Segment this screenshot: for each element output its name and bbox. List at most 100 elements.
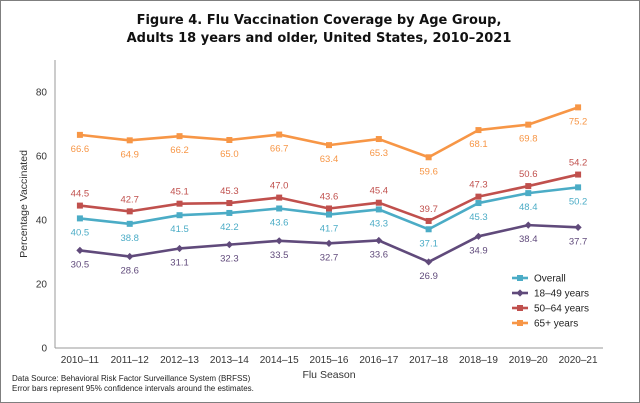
- x-axis-title: Flu Season: [302, 369, 355, 381]
- data-label: 40.5: [71, 227, 90, 238]
- data-point: [425, 226, 432, 233]
- x-tick-label: 2013–14: [210, 355, 249, 366]
- data-point: [475, 200, 482, 207]
- legend-entry-label: 18–49 years: [534, 289, 589, 300]
- data-label: 28.6: [120, 265, 139, 276]
- data-label: 45.3: [469, 212, 488, 223]
- data-label: 38.4: [519, 234, 538, 245]
- data-point: [226, 209, 233, 216]
- data-label: 31.1: [170, 257, 189, 268]
- data-label: 63.4: [320, 154, 339, 165]
- x-tick-label: 2020–21: [559, 355, 598, 366]
- data-point: [475, 193, 482, 200]
- data-point: [225, 241, 233, 249]
- data-point: [76, 131, 83, 138]
- data-point: [326, 211, 332, 218]
- data-label: 64.9: [120, 149, 139, 160]
- legend-entry-label: 50–64 years: [534, 304, 589, 315]
- data-label: 69.8: [519, 134, 538, 145]
- data-label: 75.2: [569, 116, 588, 127]
- x-tick-label: 2011–12: [111, 355, 150, 366]
- data-point: [126, 220, 133, 227]
- data-label: 32.7: [320, 252, 339, 263]
- x-tick-label: 2016–17: [359, 355, 398, 366]
- data-point: [375, 136, 382, 143]
- data-label: 41.5: [170, 224, 189, 235]
- chart-footer: Data Source: Behavioral Risk Factor Surv…: [12, 374, 254, 394]
- x-tick-label: 2014–15: [260, 355, 299, 366]
- data-point: [276, 194, 283, 201]
- data-label: 38.8: [120, 233, 139, 244]
- chart-title-block: Figure 4. Flu Vaccination Coverage by Ag…: [0, 12, 638, 48]
- data-point: [525, 190, 532, 197]
- data-label: 43.6: [320, 191, 339, 202]
- data-label: 37.7: [569, 236, 588, 247]
- data-label: 66.6: [71, 144, 90, 155]
- legend-swatch-marker: [517, 275, 523, 281]
- data-label: 41.7: [320, 224, 339, 235]
- data-label: 47.3: [469, 180, 488, 191]
- data-point: [375, 236, 383, 245]
- chart-title: Figure 4. Flu Vaccination Coverage by Ag…: [136, 13, 502, 28]
- series-line: [79, 106, 579, 159]
- y-tick-label: 0: [41, 344, 47, 355]
- legend-swatch-marker: [516, 289, 524, 297]
- data-label: 42.2: [220, 222, 239, 233]
- data-point: [425, 154, 432, 161]
- data-point: [524, 221, 532, 229]
- data-point: [126, 208, 133, 215]
- data-point: [375, 199, 382, 206]
- data-point: [126, 137, 133, 144]
- x-tick-label: 2015–16: [310, 355, 349, 366]
- data-source-note: Data Source: Behavioral Risk Factor Surv…: [12, 374, 251, 383]
- legend-entry-label: Overall: [534, 274, 566, 285]
- data-point: [176, 212, 183, 219]
- data-point: [525, 183, 532, 190]
- data-label: 68.1: [469, 139, 488, 150]
- data-point: [176, 133, 183, 140]
- data-label: 30.5: [71, 259, 90, 270]
- data-label: 65.0: [220, 149, 239, 160]
- data-point: [425, 217, 432, 224]
- data-label: 37.1: [419, 238, 438, 249]
- y-tick-label: 20: [36, 280, 48, 291]
- data-label: 54.2: [569, 158, 588, 169]
- data-point: [575, 171, 582, 178]
- data-point: [226, 200, 233, 207]
- data-point: [326, 142, 332, 149]
- data-label: 48.4: [519, 202, 538, 213]
- data-point: [276, 131, 283, 138]
- data-point: [175, 244, 184, 253]
- data-point: [76, 202, 83, 209]
- data-point: [574, 223, 582, 231]
- y-tick-label: 60: [36, 152, 48, 163]
- y-tick-label: 80: [36, 88, 48, 99]
- data-point: [276, 205, 283, 212]
- data-label: 33.6: [370, 249, 389, 260]
- x-tick-label: 2018–19: [459, 355, 498, 366]
- error-bar-note: Error bars represent 95% confidence inte…: [12, 384, 254, 393]
- x-tick-label: 2012–13: [160, 355, 199, 366]
- data-point: [474, 232, 483, 240]
- y-axis-title: Percentage Vaccinated: [18, 150, 30, 258]
- chart-subtitle: Adults 18 years and older, United States…: [126, 31, 512, 46]
- data-point: [475, 127, 482, 134]
- data-label: 66.7: [270, 144, 289, 155]
- data-point: [226, 137, 233, 143]
- x-tick-label: 2010–11: [61, 355, 100, 366]
- legend-swatch-marker: [517, 305, 523, 311]
- data-label: 43.3: [370, 218, 389, 229]
- data-point: [575, 184, 582, 191]
- data-label: 42.7: [120, 194, 139, 205]
- data-label: 34.9: [469, 245, 488, 256]
- data-point: [76, 215, 83, 222]
- data-label: 45.4: [370, 186, 389, 197]
- data-label: 26.9: [419, 271, 438, 282]
- legend-swatch-marker: [517, 320, 523, 326]
- data-label: 50.2: [569, 196, 588, 207]
- data-point: [525, 121, 532, 128]
- data-point: [325, 239, 333, 247]
- data-point: [176, 200, 183, 207]
